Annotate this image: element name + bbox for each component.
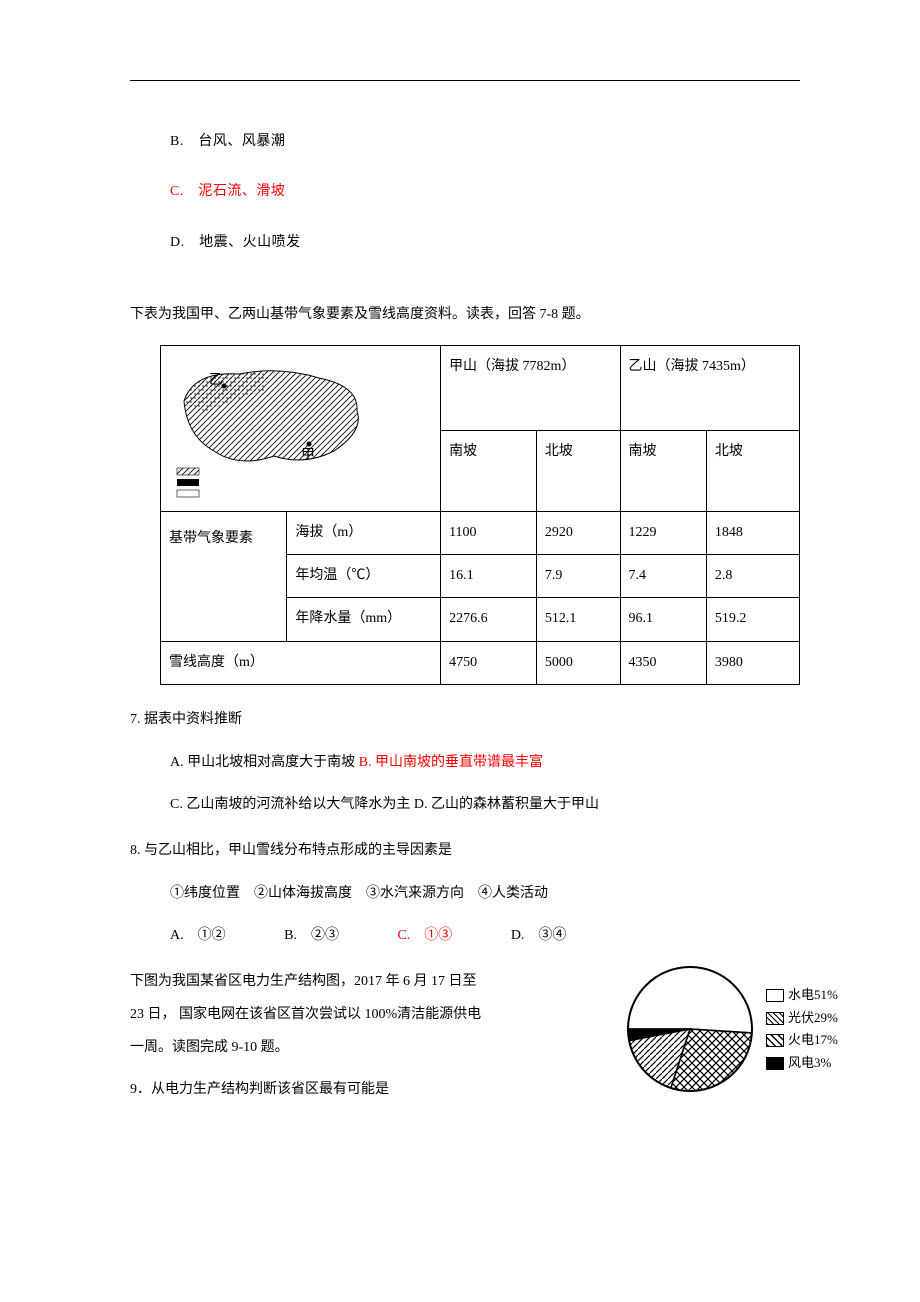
cell: 4350	[620, 641, 706, 684]
row-snow-label: 雪线高度（m）	[161, 641, 441, 684]
q7-opt-b-answer: B. 甲山南坡的垂直带谱最丰富	[359, 755, 543, 770]
q7-opt-cd: C. 乙山南坡的河流补给以大气降水为主 D. 乙山的森林蓄积量大于甲山	[170, 794, 800, 816]
map-cell: 甲 乙	[161, 345, 441, 511]
legend-wind: 风电3%	[788, 1053, 831, 1074]
row-temp-label: 年均温（℃）	[287, 554, 441, 597]
cell: 7.4	[620, 554, 706, 597]
b-south: 南坡	[620, 430, 706, 511]
cell: 519.2	[706, 598, 799, 641]
cell: 3980	[706, 641, 799, 684]
map-label-jia: 甲	[301, 448, 315, 463]
option-d: D. 地震、火山喷发	[170, 232, 800, 254]
row-prec-label: 年降水量（mm）	[287, 598, 441, 641]
option-c-answer: C. 泥石流、滑坡	[170, 181, 800, 203]
pie-slice-hydro	[628, 967, 752, 1033]
row-alt-label: 海拔（m）	[287, 511, 441, 554]
q8-stem: 8. 与乙山相比，甲山雪线分布特点形成的主导因素是	[130, 840, 800, 862]
q7-opt-a: A. 甲山北坡相对高度大于南坡	[170, 755, 359, 770]
header-mt-a: 甲山（海拔 7782m）	[441, 345, 620, 430]
map-label-yi: 乙	[209, 372, 223, 388]
legend-pv: 光伏29%	[788, 1008, 838, 1029]
tibet-map-icon: 甲 乙	[169, 356, 374, 501]
q8-opt-c-answer: C. ①③	[397, 925, 452, 947]
cell: 4750	[441, 641, 537, 684]
cell: 1848	[706, 511, 799, 554]
q8-opt-b: B. ②③	[284, 925, 339, 947]
q8-opt-d: D. ③④	[511, 925, 567, 947]
cell: 2.8	[706, 554, 799, 597]
cell: 512.1	[536, 598, 620, 641]
header-mt-b: 乙山（海拔 7435m）	[620, 345, 800, 430]
q7-8-intro: 下表为我国甲、乙两山基带气象要素及雪线高度资料。读表，回答 7-8 题。	[130, 304, 800, 326]
a-north: 北坡	[536, 430, 620, 511]
row-group: 基带气象要素	[161, 511, 287, 641]
q7-options: A. 甲山北坡相对高度大于南坡 B. 甲山南坡的垂直带谱最丰富 C. 乙山南坡的…	[170, 752, 800, 817]
q8-factors-block: ①纬度位置 ②山体海拔高度 ③水汽来源方向 ④人类活动 A. ①② B. ②③ …	[170, 883, 800, 948]
b-north: 北坡	[706, 430, 799, 511]
q8-opt-a: A. ①②	[170, 925, 226, 947]
legend-thermal: 火电17%	[788, 1030, 838, 1051]
option-b: B. 台风、风暴潮	[170, 131, 800, 153]
q8-factors: ①纬度位置 ②山体海拔高度 ③水汽来源方向 ④人类活动	[170, 883, 800, 905]
pie-legend: 水电51% 光伏29% 火电17% 风电3%	[766, 983, 838, 1076]
cell: 96.1	[620, 598, 706, 641]
prev-question-options: B. 台风、风暴潮 C. 泥石流、滑坡 D. 地震、火山喷发	[170, 131, 800, 254]
q7-stem: 7. 据表中资料推断	[130, 709, 800, 731]
cell: 1100	[441, 511, 537, 554]
cell: 5000	[536, 641, 620, 684]
header-rule	[130, 80, 800, 81]
cell: 2276.6	[441, 598, 537, 641]
cell: 7.9	[536, 554, 620, 597]
mountain-table: 甲 乙 甲山（海拔 7782m） 乙山（海拔 7435m） 南坡 北坡 南坡 北…	[160, 345, 800, 686]
cell: 2920	[536, 511, 620, 554]
a-south: 南坡	[441, 430, 537, 511]
pie-chart	[620, 959, 760, 1099]
legend-hydro: 水电51%	[788, 985, 838, 1006]
pie-chart-block: 水电51% 光伏29% 火电17% 风电3%	[620, 959, 860, 1099]
cell: 16.1	[441, 554, 537, 597]
cell: 1229	[620, 511, 706, 554]
